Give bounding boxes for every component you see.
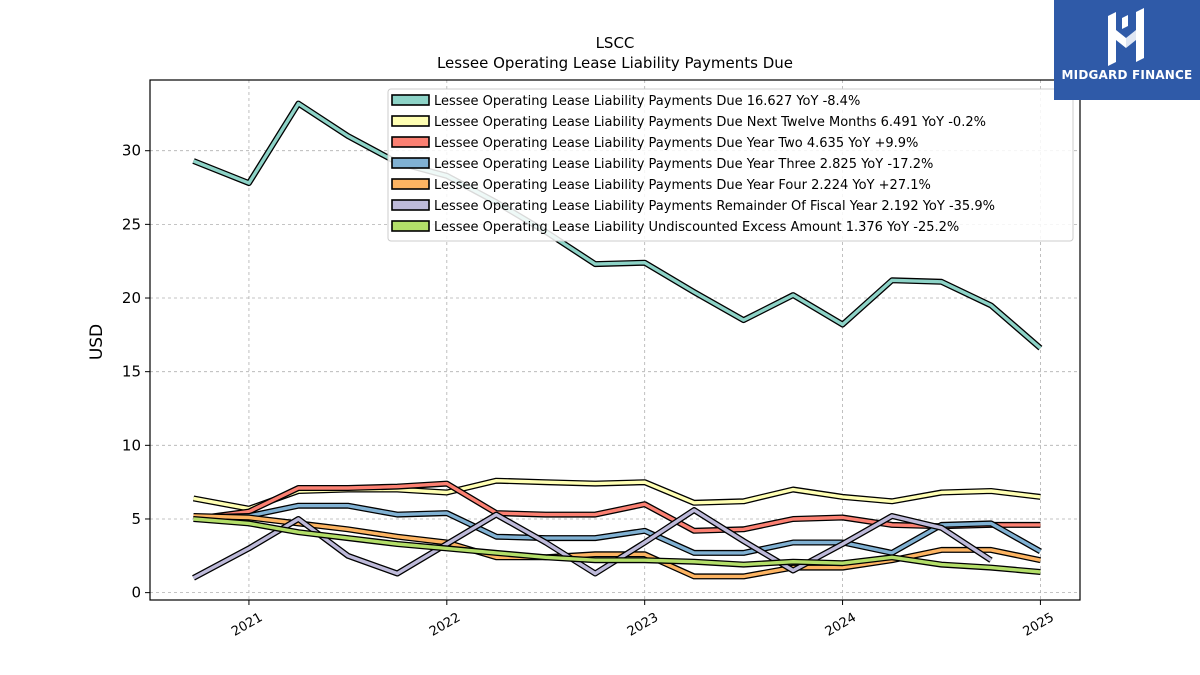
series-line-4	[193, 502, 1042, 556]
chart-title: LSCC	[596, 34, 635, 52]
legend-box	[387, 88, 1074, 242]
y-tick-label: 25	[122, 215, 141, 233]
legend-entry: Lessee Operating Lease Liability Payment…	[434, 136, 918, 151]
legend-swatch	[391, 115, 430, 127]
legend-entry: Lessee Operating Lease Liability Payment…	[434, 94, 860, 109]
legend-swatch	[391, 220, 430, 232]
legend-entry: Lessee Operating Lease Liability Payment…	[434, 115, 986, 130]
series-layer	[192, 100, 1043, 581]
legend-entry: Lessee Operating Lease Liability Payment…	[434, 199, 995, 214]
legend-swatch	[391, 94, 430, 106]
legend-entry: Lessee Operating Lease Liability Undisco…	[434, 220, 959, 235]
legend-swatch	[391, 178, 430, 190]
y-axis-label: USD	[87, 324, 107, 360]
series-line-1	[192, 100, 1043, 351]
series-line-fill	[193, 481, 1041, 533]
plot-frame	[149, 79, 1081, 601]
series-line-7	[193, 516, 1041, 575]
legend-swatch	[391, 136, 430, 148]
x-tick-label: 2022	[427, 610, 463, 640]
brand-logo: MIDGARD FINANCE	[1054, 0, 1200, 100]
series-line-3	[193, 480, 1041, 534]
x-tick-label: 2021	[229, 610, 265, 640]
y-tick-label: 0	[131, 584, 141, 602]
legend-swatch	[391, 199, 430, 211]
legend-entry: Lessee Operating Lease Liability Payment…	[434, 157, 933, 172]
series-line-fill	[192, 101, 1042, 350]
y-tick-label: 15	[122, 363, 141, 381]
legend: Lessee Operating Lease Liability Payment…	[387, 88, 1074, 242]
midgard-m-logo-icon	[1108, 8, 1144, 66]
y-tick-label: 5	[131, 510, 141, 528]
x-tick-label: 2024	[823, 610, 859, 640]
y-tick-label: 20	[122, 289, 141, 307]
y-axis: 0 5 10 15 20 25 30	[122, 142, 150, 602]
x-tick-label: 2023	[625, 610, 661, 640]
x-axis: 2021 2022 2023 2024 2025	[229, 600, 1057, 640]
brand-name: MIDGARD FINANCE	[1061, 68, 1193, 82]
series-line-6	[192, 507, 993, 581]
series-line-fill	[193, 517, 1041, 574]
chart-subtitle: Lessee Operating Lease Liability Payment…	[437, 54, 793, 72]
x-tick-label: 2025	[1021, 610, 1057, 640]
legend-swatch	[391, 157, 430, 169]
y-tick-label: 10	[122, 436, 141, 454]
series-line-fill	[193, 504, 1042, 555]
series-line-fill	[192, 508, 992, 580]
y-tick-label: 30	[122, 142, 141, 160]
legend-entry: Lessee Operating Lease Liability Payment…	[434, 178, 931, 193]
